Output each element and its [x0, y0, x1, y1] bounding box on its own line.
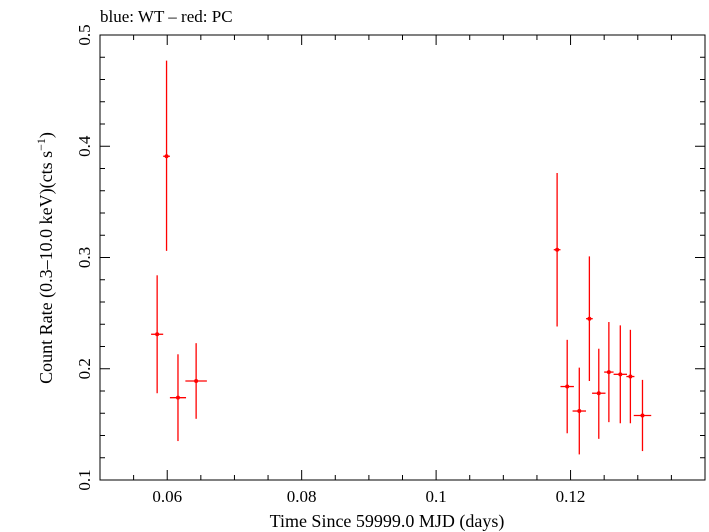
y-tick-label: 0.3 [75, 247, 94, 268]
data-point [626, 329, 635, 424]
point-marker [640, 413, 645, 418]
y-tick-label: 0.2 [75, 358, 94, 379]
point-marker [606, 370, 611, 375]
x-tick-label: 0.06 [152, 487, 182, 506]
chart-title: blue: WT – red: PC [100, 7, 233, 26]
y-tick-label: 0.4 [75, 135, 94, 157]
x-tick-label: 0.1 [425, 487, 446, 506]
data-point [633, 379, 652, 452]
point-marker [155, 332, 160, 337]
data-point [185, 343, 207, 419]
y-axis-label: Count Rate (0.3–10.0 keV)(cts s−1) [34, 132, 57, 384]
data-point [572, 367, 587, 455]
data-point [560, 339, 574, 434]
y-tick-label: 0.5 [75, 24, 94, 45]
point-marker [194, 378, 199, 383]
data-point [604, 322, 614, 423]
data-point [586, 256, 593, 381]
data-point [553, 172, 561, 327]
y-axis-label-main: Count Rate (0.3–10.0 keV)(cts s [36, 151, 57, 384]
point-marker [628, 374, 633, 379]
point-marker [555, 247, 560, 252]
x-axis-label: Time Since 59999.0 MJD (days) [270, 511, 505, 532]
point-marker [175, 395, 180, 400]
point-marker [577, 409, 582, 414]
y-axis-label-close: ) [36, 132, 57, 138]
point-marker [596, 391, 601, 396]
point-marker [618, 372, 623, 377]
y-axis-ticks: 0.1 0.2 0.3 0.4 0.5 [75, 24, 705, 491]
data-point [151, 275, 164, 394]
y-tick-label: 0.1 [75, 469, 94, 490]
y-axis-label-exponent: −1 [34, 138, 48, 151]
data-point [169, 354, 187, 442]
point-marker [587, 316, 592, 321]
x-axis-ticks: 0.06 0.08 0.1 0.12 [99, 35, 706, 506]
data-point [592, 348, 606, 439]
data-point [613, 325, 628, 424]
point-marker [565, 384, 570, 389]
x-tick-label: 0.08 [287, 487, 317, 506]
point-marker [164, 154, 169, 159]
plot-frame [99, 34, 706, 481]
data-point [163, 60, 170, 251]
x-tick-label: 0.12 [556, 487, 586, 506]
data-points [151, 60, 652, 455]
